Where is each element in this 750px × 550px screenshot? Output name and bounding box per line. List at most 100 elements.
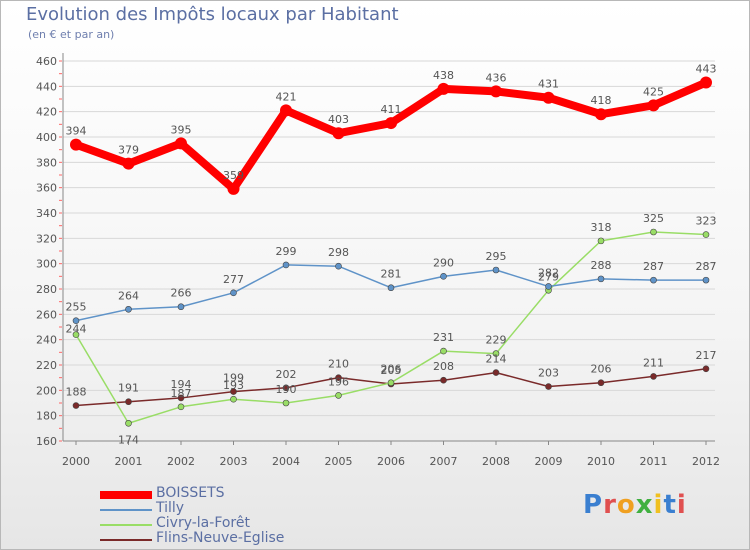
data-point (650, 276, 657, 284)
y-tick-label: 440 (36, 80, 57, 93)
data-point (492, 266, 500, 274)
data-point (72, 331, 80, 338)
legend-item: Civry-la-Forêt (100, 515, 360, 531)
data-label: 436 (486, 71, 507, 84)
data-point (387, 379, 395, 387)
legend-label: Tilly (156, 500, 185, 516)
x-tick-label: 2012 (692, 455, 720, 468)
y-tick-label: 400 (36, 131, 57, 144)
data-point (125, 419, 132, 427)
data-label: 287 (696, 260, 717, 273)
y-tick-label: 320 (36, 232, 57, 245)
data-point (650, 228, 657, 236)
legend-item: BOISSETS (100, 485, 360, 501)
data-point (492, 369, 500, 376)
legend-label: Civry-la-Forêt (156, 515, 250, 531)
data-label: 203 (538, 367, 559, 380)
y-tick-label: 420 (36, 106, 57, 119)
y-tick-label: 200 (36, 384, 57, 397)
data-label: 438 (433, 69, 454, 82)
data-point (387, 284, 395, 292)
data-point (125, 398, 132, 406)
data-label: 431 (538, 78, 559, 91)
data-point (125, 305, 132, 313)
x-tick-label: 2010 (587, 455, 615, 468)
x-tick-label: 2003 (220, 455, 248, 468)
data-point (122, 157, 135, 170)
data-label: 199 (223, 372, 244, 385)
data-label: 211 (643, 356, 664, 369)
data-label: 421 (276, 90, 297, 103)
y-tick-label: 280 (36, 283, 57, 296)
legend-swatch (100, 509, 152, 511)
data-label: 379 (118, 144, 139, 157)
data-point (700, 76, 712, 89)
data-point (282, 399, 290, 407)
x-tick-label: 2002 (167, 455, 195, 468)
data-label: 277 (223, 273, 244, 286)
data-label: 443 (696, 63, 717, 76)
data-label: 418 (591, 94, 612, 107)
data-point (650, 373, 657, 380)
legend-item: Flins-Neuve-Eglise (100, 530, 360, 546)
data-point (70, 138, 82, 151)
data-label: 214 (486, 353, 507, 366)
data-label: 208 (433, 360, 454, 373)
data-point (385, 117, 397, 130)
data-point (702, 276, 710, 284)
y-tick-label: 300 (36, 258, 57, 271)
data-label: 318 (591, 221, 612, 234)
data-point (230, 388, 237, 395)
data-label: 394 (66, 125, 87, 138)
data-label: 359 (223, 169, 244, 182)
legend-swatch (100, 539, 152, 541)
data-label: 206 (381, 363, 402, 376)
data-label: 264 (118, 289, 139, 302)
data-label: 229 (486, 334, 507, 347)
data-point (282, 384, 290, 392)
data-point (335, 262, 342, 270)
y-tick-label: 360 (36, 182, 57, 195)
data-point (545, 283, 552, 290)
chart-subtitle: (en € et par an) (28, 28, 115, 41)
x-tick-label: 2004 (272, 455, 300, 468)
data-label: 282 (538, 266, 559, 279)
data-label: 395 (171, 123, 192, 136)
y-tick-label: 240 (36, 334, 57, 347)
data-label: 196 (328, 375, 349, 388)
data-point (702, 365, 710, 373)
y-tick-label: 460 (36, 55, 57, 68)
data-point (597, 379, 605, 387)
data-label: 287 (643, 260, 664, 273)
data-point (335, 374, 342, 381)
data-label: 244 (66, 323, 87, 336)
legend-item: Tilly (100, 500, 360, 516)
x-tick-label: 2001 (115, 455, 143, 468)
data-point (702, 231, 710, 238)
data-point (440, 376, 447, 384)
data-point (230, 395, 237, 403)
data-point (230, 289, 237, 297)
x-tick-label: 2011 (640, 455, 668, 468)
data-point (492, 350, 500, 357)
data-point (542, 91, 555, 104)
data-point (597, 275, 605, 283)
data-point (490, 85, 502, 98)
data-point (177, 394, 185, 402)
y-tick-label: 260 (36, 308, 57, 321)
y-tick-label: 160 (36, 435, 57, 448)
data-label: 191 (118, 382, 139, 395)
data-label: 298 (328, 246, 349, 259)
data-label: 193 (223, 379, 244, 392)
data-point (175, 137, 187, 150)
data-label: 266 (171, 287, 192, 300)
data-label: 174 (118, 433, 139, 446)
data-label: 288 (591, 259, 612, 272)
data-point (335, 392, 342, 399)
x-tick-label: 2008 (482, 455, 510, 468)
y-tick-label: 180 (36, 410, 57, 423)
legend-swatch (100, 524, 152, 526)
data-label: 188 (66, 386, 87, 399)
data-point (647, 99, 660, 112)
